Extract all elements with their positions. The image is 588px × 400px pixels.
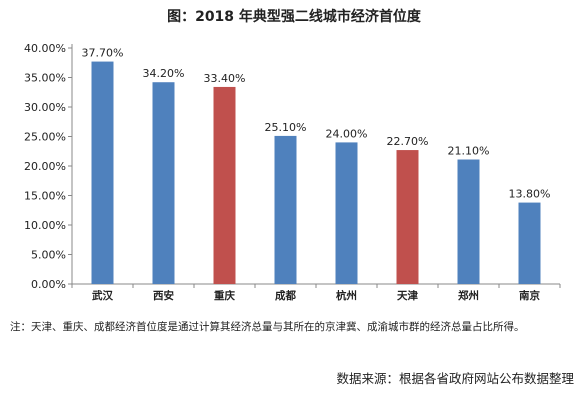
y-tick-label: 0.00% [31,278,66,291]
x-tick-label: 天津 [397,289,418,302]
bar [396,150,419,284]
bar-value-label: 22.70% [387,135,429,148]
bar [457,159,480,284]
bar [518,202,541,284]
data-labels: 37.70% 34.20% 33.40% 25.10% 24.00% 22.70% 21.1… [82,47,551,201]
bar-value-label: 34.20% [143,67,185,80]
x-tick-label: 武汉 [92,289,113,302]
x-tick-label: 成都 [275,289,296,302]
bar-value-label: 37.70% [82,47,124,60]
y-tick-label: 15.00% [24,190,66,203]
y-tick-label: 10.00% [24,219,66,232]
bar-value-label: 33.40% [204,72,246,85]
x-axis: 武汉 西安 重庆 成都 杭州 天津 郑州 南京 [71,283,561,302]
bar [335,142,358,284]
data-source: 数据来源：根据各省政府网站公布数据整理 [336,371,574,386]
x-tick-label: 南京 [519,289,540,302]
y-tick-label: 20.00% [24,160,66,173]
bar-value-label: 21.10% [448,145,490,158]
bar-chart: 0.00% 5.00% 10.00% 15.00% 20.00% 25.00% 30.00%… [24,42,561,302]
footnote: 注：天津、重庆、成都经济首位度是通过计算其经济总量与其所在的京津冀、成渝城市群的… [10,321,525,333]
bar-value-label: 24.00% [326,127,368,140]
y-tick-label: 25.00% [24,131,66,144]
y-tick-label: 5.00% [31,249,66,262]
bar [274,135,297,284]
x-tick-label: 郑州 [458,289,479,302]
y-tick-label: 30.00% [24,101,66,114]
bar-value-label: 13.80% [509,188,551,201]
x-tick-label: 重庆 [214,289,235,302]
y-tick-label: 40.00% [24,42,66,55]
bars [91,61,541,284]
x-tick-label: 西安 [153,289,174,302]
bar [91,61,114,284]
chart-title: 图：2018 年典型强二线城市经济首位度 [167,9,421,25]
bar [213,86,236,284]
bar-value-label: 25.10% [265,121,307,134]
bar [152,82,175,284]
y-tick-label: 35.00% [24,72,66,85]
x-tick-label: 杭州 [336,289,357,302]
y-axis: 0.00% 5.00% 10.00% 15.00% 20.00% 25.00% 30.00%… [24,42,73,291]
